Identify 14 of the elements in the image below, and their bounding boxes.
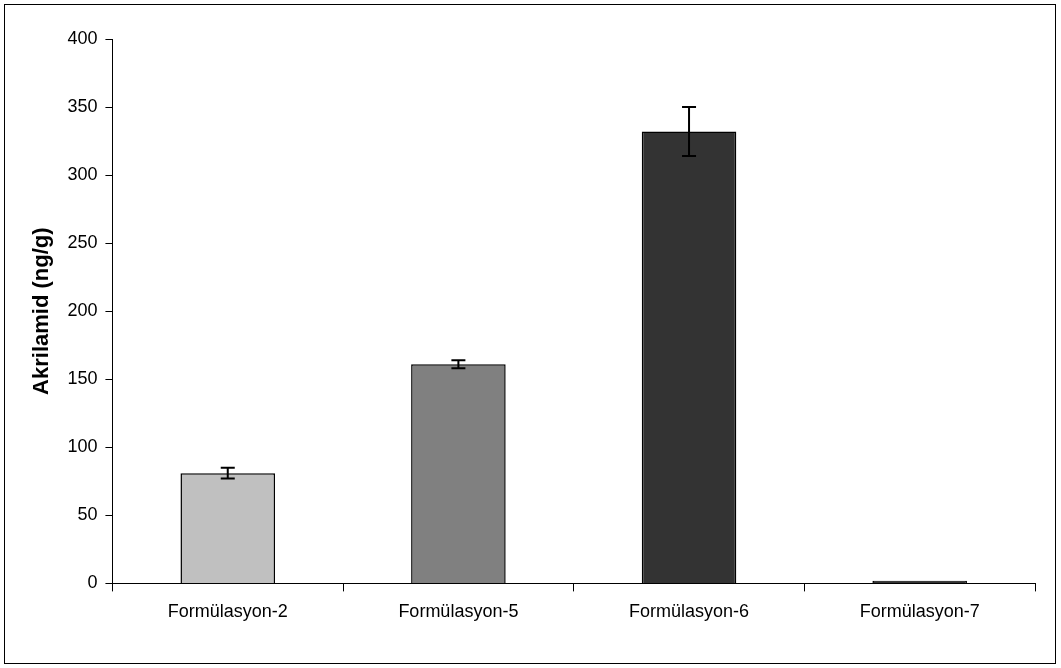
- x-tick-label: Formülasyon-2: [167, 601, 288, 622]
- y-tick-label: 0: [87, 572, 98, 593]
- y-tick-label: 250: [67, 232, 98, 253]
- y-tick-label: 100: [67, 436, 98, 457]
- x-tick-label: Formülasyon-6: [629, 601, 750, 622]
- y-tick-label: 350: [67, 96, 98, 117]
- y-tick-label: 50: [77, 504, 98, 525]
- x-tick-label: Formülasyon-5: [398, 601, 519, 622]
- y-tick-label: 400: [67, 27, 98, 48]
- y-tick-label: 150: [67, 368, 98, 389]
- y-tick-label: 200: [67, 300, 98, 321]
- x-tick-label: Formülasyon-7: [859, 601, 980, 622]
- y-tick-label: 300: [67, 164, 98, 185]
- y-axis-title: Akrilamid (ng/g): [28, 227, 54, 395]
